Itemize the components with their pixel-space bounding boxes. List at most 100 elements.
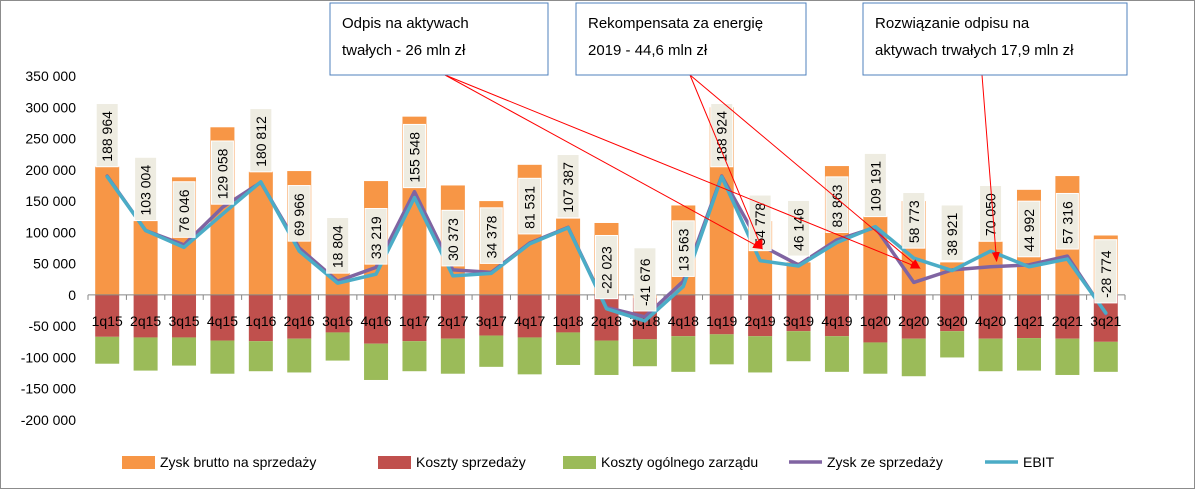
bar-3-3q19 xyxy=(786,331,811,362)
data-label-1q19: 188 924 xyxy=(710,103,734,168)
data-label-box xyxy=(940,204,964,262)
data-labels: 188 964 103 004 76 046 129 058 180 812 69 966… xyxy=(95,103,1118,312)
legend-swatch xyxy=(378,456,411,469)
data-label-1q15: 188 964 xyxy=(95,103,119,168)
data-label-text: 188 924 xyxy=(714,111,730,162)
x-tick-label: 2q18 xyxy=(591,313,622,329)
data-label-box xyxy=(710,103,734,168)
data-label-text: 129 058 xyxy=(214,148,230,199)
bar-2-1q21 xyxy=(1016,294,1041,339)
data-label-3q17: 34 378 xyxy=(479,207,503,264)
data-label-box xyxy=(787,199,811,257)
legend-label: Zysk ze sprzedaży xyxy=(827,454,943,470)
bar-3-1q17 xyxy=(402,341,427,372)
bar-2-2q19 xyxy=(748,294,773,337)
y-tick-label: 350 000 xyxy=(25,68,76,84)
annotation-arrow xyxy=(444,74,921,269)
data-label-2q16: 69 966 xyxy=(287,185,311,242)
data-label-1q16: 180 812 xyxy=(249,108,273,173)
x-tick-label: 1q21 xyxy=(1013,313,1044,329)
data-label-2q18: -22 023 xyxy=(595,234,618,300)
data-label-4q18: 13 563 xyxy=(671,220,695,277)
data-label-3q16: 18 804 xyxy=(326,217,350,274)
line-series xyxy=(105,174,1108,323)
data-label-box xyxy=(595,234,618,300)
x-tick-label: 3q16 xyxy=(322,313,353,329)
bar-3-2q16 xyxy=(287,338,312,373)
data-label-text: 34 378 xyxy=(483,215,499,258)
bar-1-1q16 xyxy=(248,171,273,295)
bar-3-2q15 xyxy=(133,337,158,371)
data-label-text: 13 563 xyxy=(675,228,691,271)
bar-2-4q15 xyxy=(210,294,235,341)
data-label-box xyxy=(748,194,772,252)
data-label-box xyxy=(479,207,503,264)
x-tick-label: 3q20 xyxy=(937,313,968,329)
y-tick-label: -50 000 xyxy=(29,318,77,334)
legend-label: Koszty sprzedaży xyxy=(416,454,526,470)
data-label-box xyxy=(210,140,234,205)
data-label-text: 70 050 xyxy=(983,193,999,236)
data-label-text: 57 316 xyxy=(1059,201,1075,244)
bar-3-3q17 xyxy=(479,335,504,367)
data-label-3q19: 46 146 xyxy=(787,199,811,257)
x-tick-label: 4q16 xyxy=(360,313,391,329)
y-tick-label: 100 000 xyxy=(25,224,76,240)
bar-3-3q21 xyxy=(1093,341,1118,372)
x-tick-label: 1q19 xyxy=(706,313,737,329)
x-tick-label: 3q17 xyxy=(476,313,507,329)
data-label-box xyxy=(825,176,849,233)
x-tick-label: 3q19 xyxy=(783,313,814,329)
x-tick-label: 4q19 xyxy=(821,313,852,329)
bar-3-2q19 xyxy=(748,336,773,373)
x-axis: 1q15 2q15 3q15 4q15 1q16 2q16 3q16 4q16 1q17 2q17… xyxy=(87,294,1126,329)
bar-3-4q20 xyxy=(978,338,1003,372)
bar-3-2q17 xyxy=(440,338,465,374)
data-label-2q20: 58 773 xyxy=(902,192,926,249)
bar-2-2q21 xyxy=(1055,294,1080,339)
data-label-text: 38 921 xyxy=(944,213,960,256)
data-label-4q20: 70 050 xyxy=(979,184,1003,242)
data-label-3q20: 38 921 xyxy=(940,204,964,262)
legend-label: Zysk brutto na sprzedaży xyxy=(160,454,316,470)
bar-3-1q18 xyxy=(556,332,581,365)
bar-3-1q16 xyxy=(248,341,273,372)
annotation-text: aktywach trwałych 17,9 mln zł xyxy=(875,42,1074,59)
annotation-text: twałych - 26 mln zł xyxy=(342,42,466,59)
annotation-text: Rekompensata za energię xyxy=(588,15,763,32)
x-tick-label: 1q17 xyxy=(399,313,430,329)
data-label-box xyxy=(671,220,695,277)
data-label-text: 44 992 xyxy=(1021,209,1037,252)
bar-2-1q17 xyxy=(402,294,427,342)
data-label-text: 58 773 xyxy=(906,200,922,243)
y-axis: 350 000 300 000 250 000 200 000 150 000 100 0… xyxy=(21,68,76,428)
data-label-text: 188 964 xyxy=(99,111,115,162)
data-label-box xyxy=(863,152,887,218)
bar-2-4q20 xyxy=(978,294,1003,339)
data-label-4q17: 81 531 xyxy=(518,177,542,235)
annotation-text: Odpis na aktywach xyxy=(342,15,469,32)
x-tick-label: 1q20 xyxy=(860,313,891,329)
data-label-box xyxy=(902,192,926,249)
data-label-text: 155 548 xyxy=(406,132,422,183)
x-tick-label: 2q15 xyxy=(130,313,161,329)
bar-3-2q20 xyxy=(901,338,926,377)
x-tick-label: 2q17 xyxy=(437,313,468,329)
x-tick-label: 1q15 xyxy=(92,313,123,329)
bar-2-4q17 xyxy=(517,294,542,338)
bar-3-3q20 xyxy=(940,331,965,358)
x-tick-label: 3q15 xyxy=(168,313,199,329)
y-tick-label: 0 xyxy=(68,287,76,303)
bar-2-2q20 xyxy=(901,294,926,339)
annotation-box xyxy=(329,2,549,76)
bar-3-3q16 xyxy=(325,332,350,361)
bar-2-2q18 xyxy=(594,294,619,341)
data-label-text: 46 146 xyxy=(791,208,807,251)
x-tick-label: 2q19 xyxy=(745,313,776,329)
bar-2-1q20 xyxy=(863,294,888,343)
annotation-arrow xyxy=(689,74,763,250)
x-tick-label: 3q21 xyxy=(1090,313,1121,329)
data-label-text: 54 778 xyxy=(752,203,768,246)
data-label-text: 103 004 xyxy=(138,165,154,216)
data-label-box xyxy=(1017,200,1041,258)
